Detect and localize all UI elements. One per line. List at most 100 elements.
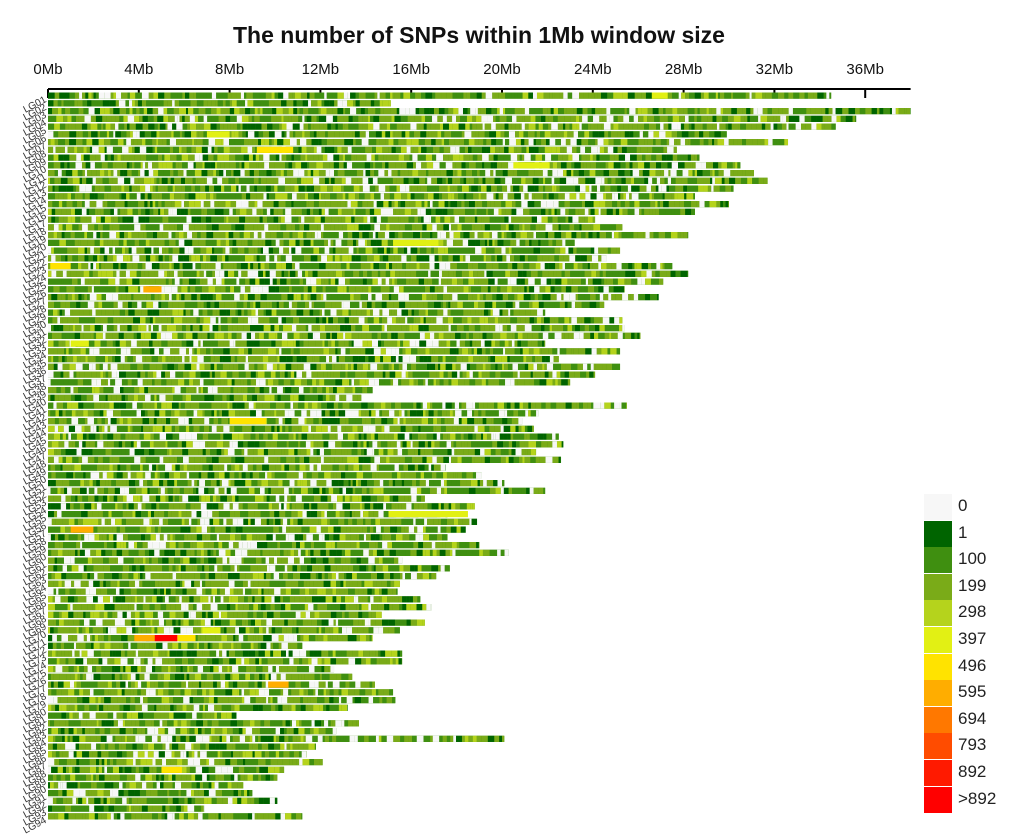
window-cell — [332, 255, 335, 262]
window-cell — [355, 123, 359, 130]
window-cell — [419, 332, 425, 339]
window-cell — [233, 263, 237, 270]
window-cell — [263, 154, 270, 161]
window-cell — [308, 270, 313, 277]
window-cell — [435, 201, 439, 208]
window-cell — [382, 255, 389, 262]
window-cell — [358, 123, 363, 130]
window-cell — [534, 201, 541, 208]
window-cell — [132, 146, 135, 153]
window-cell — [196, 294, 201, 301]
window-cell — [236, 185, 239, 192]
window-cell — [48, 170, 55, 177]
window-cell — [169, 224, 175, 231]
window-cell — [164, 255, 170, 262]
window-cell — [373, 317, 380, 324]
window-cell — [120, 131, 127, 138]
window-cell — [253, 232, 258, 239]
window-cell — [87, 301, 95, 308]
window-cell — [207, 263, 211, 270]
window-cell — [126, 278, 133, 285]
window-cell — [649, 193, 652, 200]
window-cell — [544, 239, 549, 246]
window-cell — [218, 201, 226, 208]
window-cell — [172, 247, 180, 254]
window-cell — [463, 193, 467, 200]
window-cell — [618, 193, 621, 200]
window-cell — [581, 278, 586, 285]
window-cell — [629, 162, 633, 169]
window-cell — [463, 154, 470, 161]
window-cell — [481, 92, 486, 99]
window-cell — [69, 162, 76, 169]
window-cell — [198, 115, 204, 122]
window-cell — [584, 270, 592, 277]
window-cell — [203, 115, 208, 122]
window-cell — [384, 193, 390, 200]
window-cell — [731, 108, 737, 115]
window-cell — [192, 239, 199, 246]
window-cell — [286, 131, 290, 138]
window-cell — [262, 286, 269, 293]
window-cell — [832, 108, 836, 115]
window-cell — [178, 356, 183, 363]
window-cell — [188, 170, 192, 177]
window-cell — [333, 139, 341, 146]
window-cell — [782, 115, 787, 122]
window-cell — [410, 301, 418, 308]
window-cell — [388, 162, 396, 169]
window-cell — [235, 154, 242, 161]
window-cell — [223, 154, 230, 161]
window-cell — [93, 232, 97, 239]
window-cell — [215, 278, 222, 285]
window-cell — [663, 146, 668, 153]
window-cell — [130, 348, 136, 355]
window-cell — [677, 154, 684, 161]
window-cell — [540, 263, 545, 270]
window-cell — [212, 294, 216, 301]
window-cell — [392, 340, 398, 347]
window-cell — [71, 294, 75, 301]
window-cell — [359, 100, 366, 107]
window-cell — [109, 286, 116, 293]
window-cell — [212, 247, 215, 254]
window-cell — [244, 139, 249, 146]
window-cell — [62, 309, 65, 316]
window-cell — [462, 108, 468, 115]
window-cell — [409, 232, 414, 239]
window-cell — [247, 294, 255, 301]
window-cell — [699, 139, 704, 146]
window-cell — [601, 348, 608, 355]
window-cell — [241, 309, 245, 316]
window-cell — [582, 115, 588, 122]
window-cell — [458, 317, 462, 324]
window-cell — [669, 139, 675, 146]
window-cell — [303, 255, 311, 262]
window-cell — [883, 108, 890, 115]
window-cell — [425, 286, 430, 293]
window-cell — [333, 162, 339, 169]
window-cell — [336, 193, 343, 200]
window-cell — [223, 348, 230, 355]
window-cell — [547, 294, 551, 301]
window-cell — [462, 239, 469, 246]
window-cell — [269, 193, 276, 200]
window-cell — [385, 162, 389, 169]
window-cell — [382, 309, 390, 316]
window-cell — [79, 177, 82, 184]
window-cell — [132, 131, 137, 138]
window-cell — [767, 115, 774, 122]
window-cell — [576, 247, 583, 254]
window-cell — [621, 263, 629, 270]
window-cell — [161, 177, 168, 184]
window-cell — [429, 108, 435, 115]
window-cell — [167, 115, 175, 122]
window-cell — [746, 139, 753, 146]
window-cell — [541, 317, 545, 324]
window-cell — [162, 162, 167, 169]
window-cell — [745, 92, 750, 99]
window-cell — [585, 146, 592, 153]
window-cell — [592, 232, 597, 239]
window-cell — [455, 170, 458, 177]
window-cell — [127, 208, 133, 215]
